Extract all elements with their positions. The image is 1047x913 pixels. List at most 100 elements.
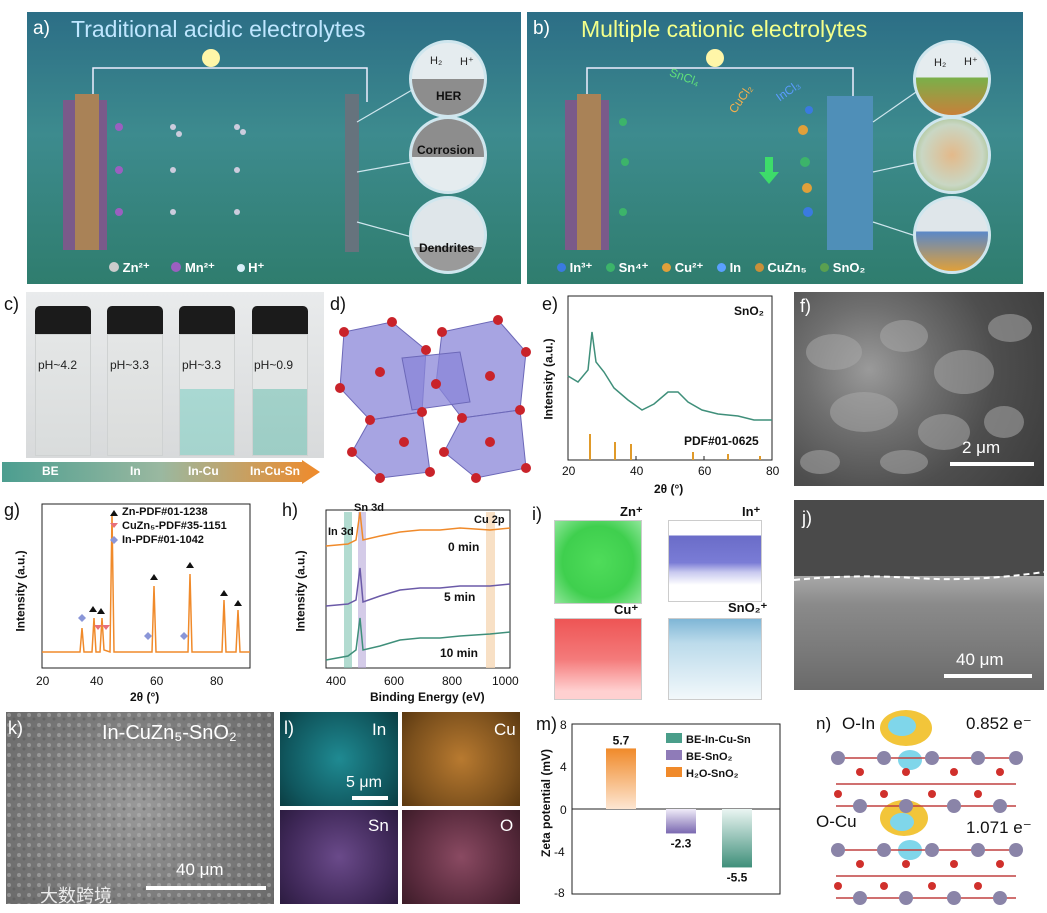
- panel-e-xtick-3: 60: [698, 464, 712, 478]
- panel-h: h) Sn 3d In 3d Cu 2p 0 min 5 min 10 min …: [270, 500, 522, 704]
- panel-l-scale-bar: [352, 796, 388, 800]
- panel-g-xlabel: 2θ (°): [130, 690, 160, 704]
- sem-surface-texture: [6, 712, 274, 904]
- corrosion-bubble: Corrosion: [409, 116, 487, 194]
- panel-g-xtick-3: 60: [150, 674, 164, 688]
- g-legend-zn: Zn-PDF#01-1238: [122, 506, 208, 518]
- legend-h: H⁺: [248, 260, 265, 275]
- panel-b-title: Multiple cationic electrolytes: [581, 16, 868, 42]
- zeta-ytick-2: 4: [560, 760, 567, 774]
- tof-label-sno2: SnO₂⁺: [728, 600, 768, 615]
- panel-j-scale-text: 40 μm: [956, 650, 1004, 669]
- tof-cube-sno2: [668, 618, 762, 700]
- zeta-ytick-3: 0: [560, 803, 567, 817]
- xps-survey-plot: [325, 509, 511, 669]
- eds-map-o: [402, 810, 520, 904]
- panel-n: n) O-In 0.852 e⁻ O-Cu 1.071 e⁻: [806, 706, 1044, 906]
- b-gas-hplus: H⁺: [964, 56, 978, 68]
- dendrites-bubble: Dendrites: [409, 196, 487, 274]
- xps-mark-cu2p: Cu 2p: [474, 514, 505, 526]
- panel-k: k) In-CuZn₅-SnO₂ 40 μm: [6, 712, 274, 904]
- her-bubble: H₂ H⁺ HER: [409, 40, 487, 118]
- zeta-legend: BE-In-Cu-Sn BE-SnO₂ H₂O-SnO₂: [666, 732, 751, 783]
- panel-g-ylabel: Intensity (a.u.): [13, 550, 28, 632]
- panel-n-label: n): [816, 714, 832, 733]
- o-in-name: O-In: [842, 714, 876, 733]
- eds-label-cu: Cu: [494, 720, 516, 739]
- cuzn5-icon: [754, 263, 764, 272]
- zeta-bar-2: [666, 809, 696, 834]
- panel-b-illustration: [565, 49, 920, 250]
- zeta-legend-2: BE-SnO₂: [686, 751, 733, 763]
- legend-cu2: Cu²⁺: [674, 260, 704, 275]
- eds-map-cu: [402, 712, 520, 806]
- cross-section-coating: [794, 576, 1044, 690]
- panel-c: c) pH~4.2 pH~3.3 pH~3.3 pH~0.9 BE In In-…: [2, 292, 328, 486]
- zeta-legend-1: BE-In-Cu-Sn: [686, 734, 751, 746]
- in3-ion-icon: [557, 263, 566, 272]
- o-cu-name: O-Cu: [816, 812, 857, 831]
- zeta-legend-3: H₂O-SnO₂: [686, 768, 739, 780]
- in-metal-icon: [716, 263, 726, 272]
- panel-c-label: c): [4, 294, 19, 314]
- vial-1: [35, 306, 91, 456]
- panel-l-scale-text: 5 μm: [346, 774, 382, 791]
- panel-m: m) 5.7 -2.3 -5.5 Zeta potential (mV) 8 4 0…: [530, 710, 790, 906]
- zeta-bar-3: [722, 809, 752, 868]
- panel-h-xtick-1: 400: [326, 674, 347, 688]
- eds-map-sn: [280, 810, 398, 904]
- panel-k-scale-bar: [146, 886, 266, 890]
- tof-label-in: In⁺: [742, 504, 761, 519]
- sno2-icon: [820, 263, 830, 272]
- panel-e-ref: PDF#01-0625: [684, 434, 759, 448]
- tof-label-zn: Zn⁺: [620, 504, 643, 519]
- b-her-bubble: H₂ H⁺: [913, 40, 991, 118]
- anode-xrd-curve: [42, 513, 250, 654]
- panel-g: g) Zn-PDF#01-1238 CuZn₅-PDF#35-1151 In-P…: [2, 500, 264, 704]
- arrow-label-incu: In-Cu: [188, 464, 219, 478]
- arrow-label-in: In: [130, 464, 141, 478]
- zeta-ylabel: Zeta potential (mV): [539, 748, 554, 858]
- mn-ion-icon: [171, 262, 182, 272]
- o-cu-charge: 1.071 e⁻: [966, 818, 1032, 837]
- panel-h-ylabel: Intensity (a.u.): [293, 550, 308, 632]
- panel-e: e) SnO₂ PDF#01-0625 Intensity (a.u.) 20 …: [538, 292, 788, 502]
- panel-a-title: Traditional acidic electrolytes: [71, 16, 366, 42]
- panel-g-label: g): [4, 500, 21, 520]
- panel-l-label: l): [284, 718, 294, 738]
- tof-cube-cu: [554, 618, 642, 700]
- panel-a-illustration: [63, 49, 413, 252]
- panel-b-legend: In³⁺ Sn⁴⁺ Cu²⁺ In CuZn₅ SnO₂: [557, 260, 865, 276]
- arrow-label-be: BE: [42, 464, 59, 478]
- tof-cube-zn: [554, 520, 642, 604]
- panel-j: j) 40 μm: [794, 500, 1044, 690]
- panel-g-xtick-4: 80: [210, 674, 224, 688]
- sno2-xrd-curve: [567, 331, 772, 421]
- eds-label-o: O: [500, 816, 514, 835]
- panel-h-xlabel: Binding Energy (eV): [370, 690, 485, 704]
- xps-label-5min: 5 min: [444, 590, 476, 604]
- legend-zn: Zn²⁺: [122, 260, 150, 275]
- vial-3: [179, 306, 235, 456]
- tof-label-cu: Cu⁺: [614, 602, 639, 617]
- legend-cuzn5: CuZn₅: [767, 260, 807, 275]
- zn-ion-icon: [109, 262, 119, 272]
- vial-4: [252, 306, 308, 456]
- panel-g-xtick-1: 20: [36, 674, 50, 688]
- sn4-ion-icon: [606, 263, 615, 272]
- zeta-value-label-2: -2.3: [671, 836, 692, 850]
- charge-density-models: [831, 710, 1023, 905]
- cu2-ion-icon: [662, 263, 672, 272]
- panel-f: f) 2 μm: [794, 292, 1044, 486]
- her-gas-h2: H₂: [430, 55, 443, 67]
- xps-mark-sn3d: Sn 3d: [354, 502, 384, 514]
- panel-f-scale-bar: [950, 462, 1034, 466]
- panel-l: l) In Cu Sn O 5 μm: [280, 712, 522, 904]
- legend-in: In: [729, 260, 742, 275]
- panel-e-xtick-1: 20: [562, 464, 576, 478]
- vial-2: [107, 306, 163, 456]
- interface-dashed-line: [794, 571, 1044, 581]
- zeta-value-label-1: 5.7: [613, 733, 630, 747]
- panel-j-scale-bar: [944, 674, 1032, 678]
- eds-label-sn: Sn: [368, 816, 389, 835]
